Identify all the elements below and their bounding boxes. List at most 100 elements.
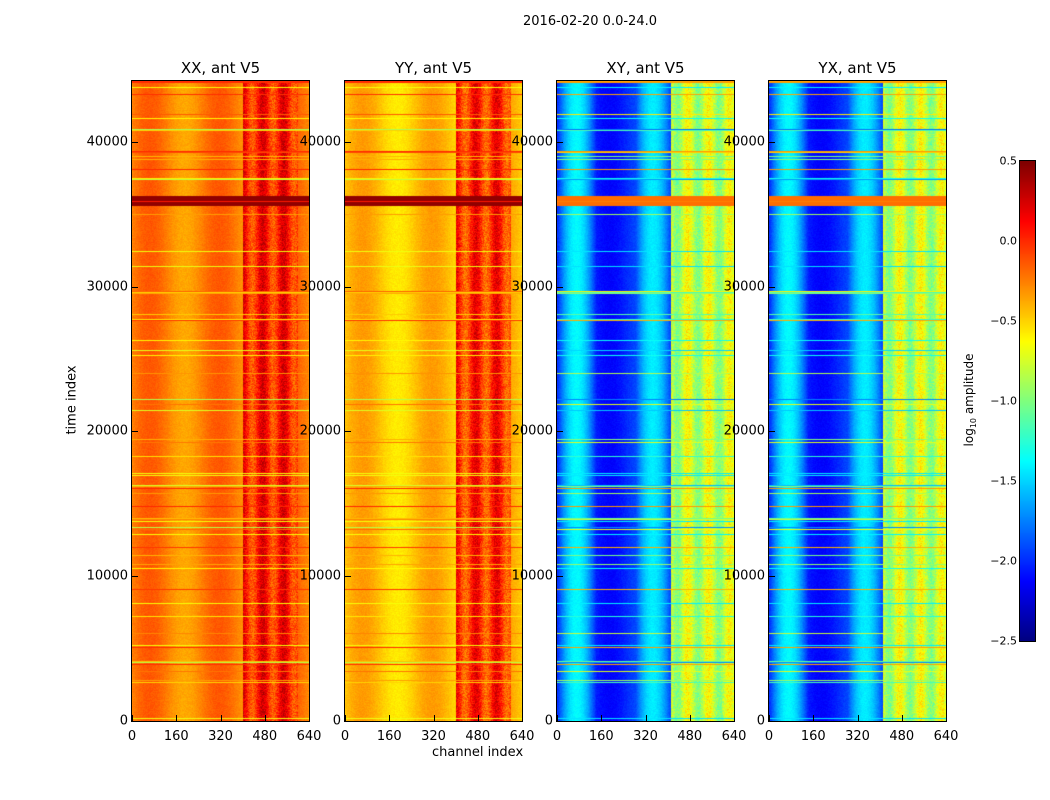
x-tick-mark bbox=[601, 715, 603, 721]
x-tick-label: 640 bbox=[296, 729, 322, 744]
y-tick-mark bbox=[345, 576, 351, 578]
y-tick-label: 0 bbox=[119, 713, 128, 729]
y-tick-label: 0 bbox=[332, 713, 341, 729]
heatmap-panel-4: YX, ant V5 0 160 320 480 640 0 10000 20000 30000 4… bbox=[724, 59, 959, 744]
y-axis-label: time index bbox=[64, 365, 80, 435]
y-tick-mark bbox=[132, 141, 138, 143]
y-tick-label: 20000 bbox=[299, 423, 341, 439]
y-tick-label: 10000 bbox=[511, 568, 553, 584]
x-tick-mark bbox=[220, 715, 222, 721]
colorbar-tick-label: −1.0 bbox=[990, 394, 1017, 408]
y-tick-label: 0 bbox=[544, 713, 553, 729]
colorbar-tick-label: −2.5 bbox=[990, 634, 1017, 648]
x-tick-label: 480 bbox=[677, 729, 703, 744]
colorbar-tick-label: −1.5 bbox=[990, 474, 1017, 488]
y-tick-label: 40000 bbox=[723, 134, 765, 150]
x-tick-mark bbox=[176, 715, 178, 721]
y-tick-label: 40000 bbox=[299, 134, 341, 150]
y-tick-mark bbox=[132, 286, 138, 288]
y-tick-label: 20000 bbox=[86, 423, 128, 439]
colorbar-tick-label: 0.0 bbox=[999, 234, 1018, 248]
y-tick-label: 10000 bbox=[86, 568, 128, 584]
x-tick-mark bbox=[689, 715, 691, 721]
x-tick-mark bbox=[769, 715, 770, 721]
x-tick-label: 160 bbox=[163, 729, 189, 744]
x-tick-label: 160 bbox=[588, 729, 614, 744]
y-tick-mark bbox=[345, 286, 351, 288]
y-tick-mark bbox=[345, 141, 351, 143]
x-tick-mark bbox=[946, 715, 947, 721]
y-tick-label: 20000 bbox=[723, 423, 765, 439]
y-tick-mark bbox=[769, 286, 775, 288]
heatmap-panel-3: XY, ant V5 0 160 320 480 640 0 10000 20000 30000 4… bbox=[512, 59, 747, 744]
x-tick-label: 480 bbox=[465, 729, 491, 744]
y-tick-label: 30000 bbox=[511, 279, 553, 295]
x-tick-label: 320 bbox=[421, 729, 446, 744]
y-tick-label: 30000 bbox=[723, 279, 765, 295]
panel-title: YY, ant V5 bbox=[394, 59, 472, 77]
y-tick-mark bbox=[557, 286, 563, 288]
x-tick-label: 480 bbox=[889, 729, 915, 744]
x-tick-label: 640 bbox=[721, 729, 747, 744]
x-tick-mark bbox=[857, 715, 859, 721]
y-tick-mark bbox=[769, 141, 775, 143]
heatmap-image bbox=[345, 81, 522, 721]
x-tick-mark bbox=[901, 715, 903, 721]
x-tick-label: 0 bbox=[340, 729, 350, 744]
y-tick-mark bbox=[557, 721, 563, 722]
y-tick-mark bbox=[132, 431, 138, 433]
panel-title: XY, ant V5 bbox=[606, 59, 685, 77]
y-tick-mark bbox=[769, 431, 775, 433]
x-tick-label: 0 bbox=[552, 729, 562, 744]
colorbar-label: log10 amplitude bbox=[961, 353, 979, 447]
colorbar-gradient bbox=[1020, 161, 1035, 641]
x-tick-mark bbox=[433, 715, 435, 721]
x-tick-label: 320 bbox=[633, 729, 658, 744]
y-tick-label: 30000 bbox=[86, 279, 128, 295]
heatmap-panel-1: XX, ant V5 0 160 320 480 640 0 10000 20000 30000 4… bbox=[87, 59, 322, 744]
panel-title: XX, ant V5 bbox=[180, 59, 261, 77]
x-tick-mark bbox=[645, 715, 647, 721]
y-tick-label: 10000 bbox=[299, 568, 341, 584]
x-tick-mark bbox=[557, 715, 558, 721]
x-tick-mark bbox=[132, 715, 133, 721]
y-tick-mark bbox=[769, 576, 775, 578]
y-tick-mark bbox=[557, 576, 563, 578]
y-tick-mark bbox=[557, 141, 563, 143]
x-tick-label: 160 bbox=[800, 729, 826, 744]
x-tick-mark bbox=[522, 715, 523, 721]
x-tick-label: 480 bbox=[252, 729, 278, 744]
x-tick-label: 640 bbox=[509, 729, 535, 744]
x-tick-mark bbox=[264, 715, 266, 721]
y-tick-label: 20000 bbox=[511, 423, 553, 439]
y-tick-label: 40000 bbox=[511, 134, 553, 150]
x-tick-mark bbox=[389, 715, 391, 721]
y-tick-mark bbox=[345, 431, 351, 433]
x-tick-mark bbox=[734, 715, 735, 721]
y-tick-mark bbox=[769, 721, 775, 722]
x-tick-label: 0 bbox=[127, 729, 137, 744]
x-tick-mark bbox=[813, 715, 815, 721]
x-tick-label: 320 bbox=[845, 729, 870, 744]
x-tick-mark bbox=[309, 715, 310, 721]
x-tick-mark bbox=[345, 715, 346, 721]
panel-title: YX, ant V5 bbox=[818, 59, 897, 77]
x-tick-label: 0 bbox=[764, 729, 774, 744]
x-tick-label: 160 bbox=[376, 729, 402, 744]
colorbar-tick-label: −2.0 bbox=[990, 554, 1017, 568]
y-tick-mark bbox=[132, 576, 138, 578]
colorbar-tick-label: 0.5 bbox=[999, 154, 1018, 168]
heatmap-image bbox=[132, 81, 309, 721]
y-tick-mark bbox=[132, 721, 138, 722]
heatmap-image bbox=[769, 81, 946, 721]
y-tick-mark bbox=[557, 431, 563, 433]
y-tick-label: 0 bbox=[756, 713, 765, 729]
y-tick-label: 40000 bbox=[86, 134, 128, 150]
y-tick-label: 10000 bbox=[723, 568, 765, 584]
x-tick-label: 320 bbox=[208, 729, 233, 744]
y-tick-label: 30000 bbox=[299, 279, 341, 295]
heatmap-panel-2: YY, ant V5 0 160 320 480 640 0 10000 20000 30000 4… bbox=[300, 59, 535, 744]
colorbar-tick-label: −0.5 bbox=[990, 314, 1017, 328]
y-tick-mark bbox=[345, 721, 351, 722]
